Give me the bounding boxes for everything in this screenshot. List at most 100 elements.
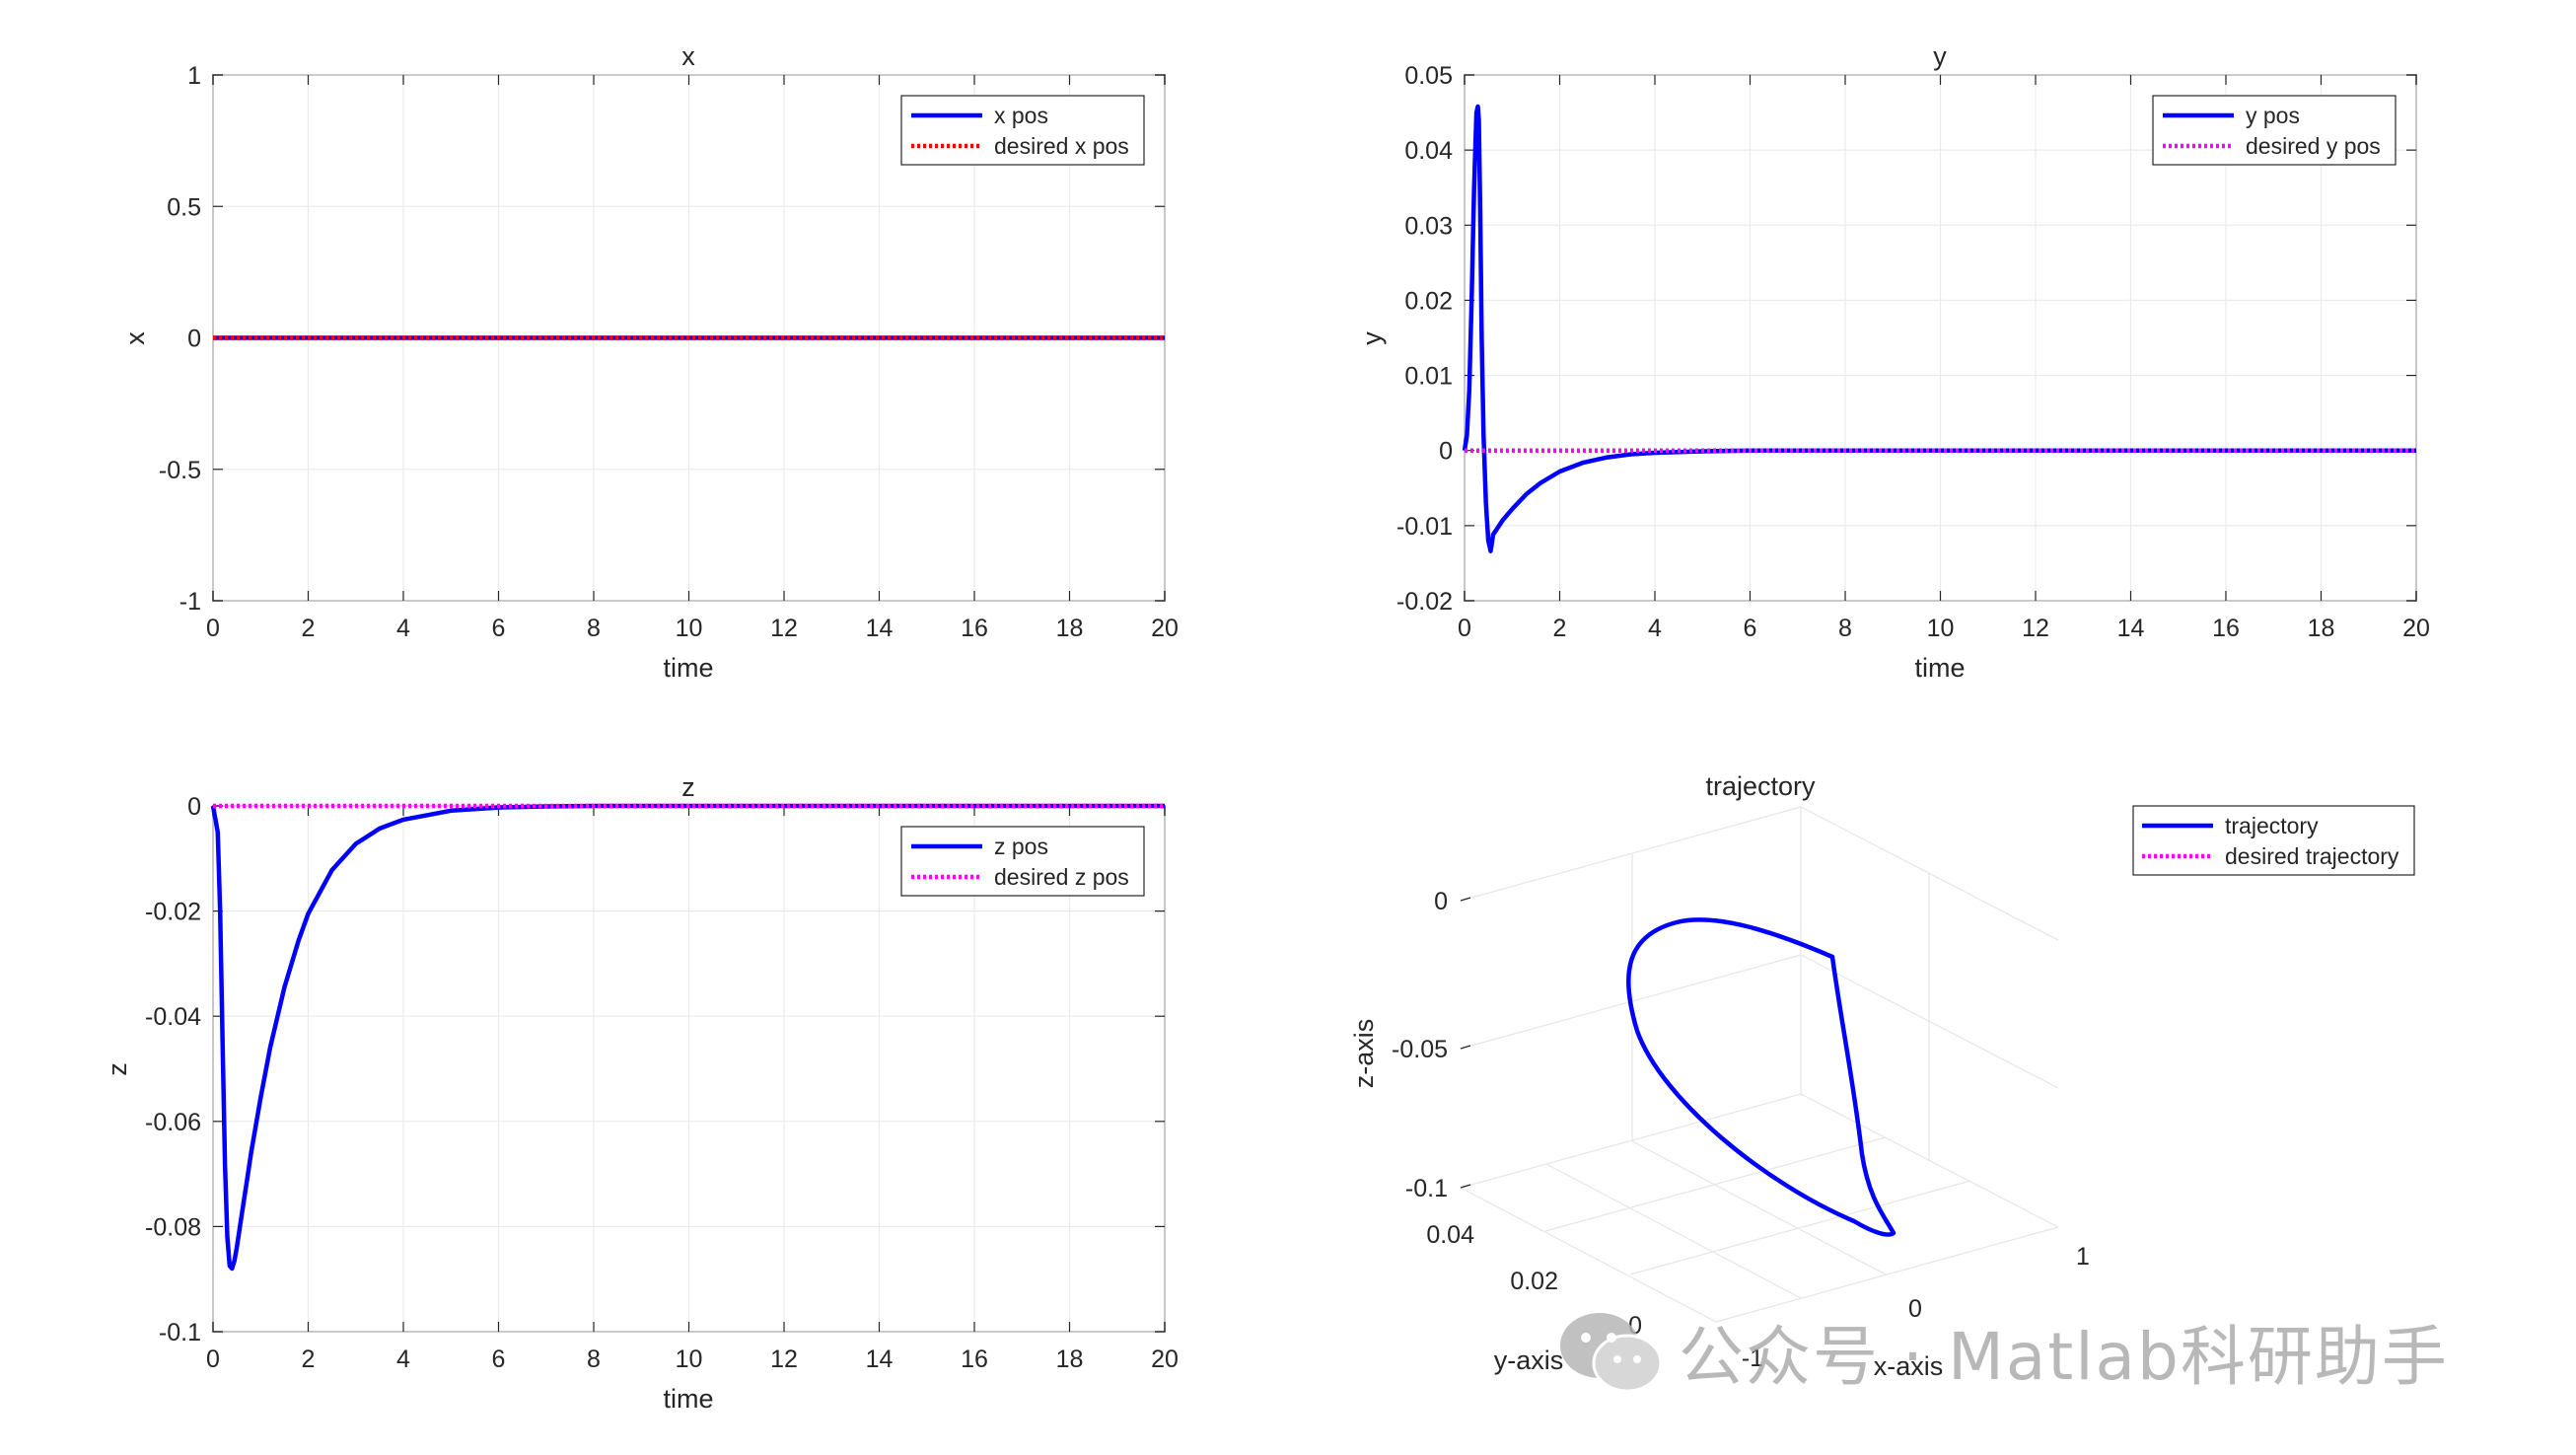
series-layer [210, 803, 1165, 1272]
wechat-icon [1560, 1313, 1663, 1393]
x-tick-label: 14 [866, 615, 894, 642]
z-tick-mark [1460, 1184, 1471, 1189]
legend-label-trajectory: trajectory [2225, 813, 2319, 838]
x-tick-label: 0 [206, 615, 220, 642]
y-tick-label: 0 [187, 793, 201, 821]
grid-line [1629, 1180, 1971, 1275]
y-tick-label: 0.05 [1404, 62, 1453, 90]
y-axis-label: y-axis [1494, 1346, 1564, 1375]
3d-axis-ticks [1460, 897, 1471, 1189]
y-tick-label: -0.06 [145, 1109, 201, 1136]
x-tick-labels: 0 2 4 6 8 10 12 14 16 18 20 [1458, 615, 2430, 642]
x-tick-label: 8 [587, 615, 601, 642]
3d-grid-back [1460, 806, 2059, 1323]
legend-label-desired-x-pos: desired x pos [994, 133, 1129, 159]
x-axis-label: time [1914, 653, 1965, 683]
subplot-y: 0 2 4 6 8 10 12 14 16 18 20 -0.02 -0.01 0 0.01 0.02 0.0… [1357, 41, 2430, 683]
subplot-x: 0 2 4 6 8 10 12 14 16 18 20 -1 -0.5 0 0.5 1 x time x x… [120, 41, 1179, 683]
x-tick-label: 1 [2076, 1243, 2090, 1271]
legend-label-z-pos: z pos [994, 834, 1048, 859]
z-tick-label: -0.1 [1405, 1175, 1448, 1202]
x-tick-label: 16 [961, 615, 988, 642]
subplot-trajectory: trajectory 0 -0.05 -0.1 0.04 0.02 0 -1 0… [1349, 771, 2415, 1381]
x-tick-label: 20 [2402, 615, 2430, 642]
chart-title: y [1933, 41, 1947, 71]
x-tick-label: 12 [2022, 615, 2049, 642]
legend-box [900, 826, 1145, 897]
legend-box [900, 95, 1145, 166]
x-tick-label: 12 [770, 615, 798, 642]
y-axis-label: x [120, 331, 150, 345]
z-tick-mark [1460, 897, 1471, 902]
y-tick-label: -0.01 [1396, 513, 1453, 541]
trajectory-line [1625, 917, 1896, 1237]
y-tick-label: 1 [187, 62, 201, 90]
x-tick-label: 18 [1056, 1346, 1084, 1373]
grid-line [1631, 1140, 1887, 1275]
x-tick-label: 6 [492, 615, 506, 642]
x-axis-label: x-axis [1874, 1351, 1944, 1381]
x-tick-label: 12 [770, 1346, 798, 1373]
x-tick-label: 18 [1056, 615, 1084, 642]
grid-line [1545, 1163, 1802, 1299]
x-tick-label: 2 [302, 615, 316, 642]
x-axis-label: time [663, 653, 713, 683]
legend[interactable]: x pos desired x pos [900, 95, 1145, 166]
z-tick-label: -0.05 [1392, 1036, 1448, 1063]
x-tick-labels: 0 2 4 6 8 10 12 14 16 18 20 [206, 615, 1179, 642]
y-tick-labels: -0.1 -0.08 -0.06 -0.04 -0.02 0 [145, 793, 201, 1346]
x-tick-label: 10 [676, 615, 703, 642]
z-tick-mark [1460, 1045, 1471, 1050]
y-tick-label: 0.02 [1510, 1268, 1558, 1295]
y-tick-label: -0.1 [159, 1319, 201, 1346]
y-tick-label: -0.02 [145, 899, 201, 926]
x-tick-label: 0 [1908, 1295, 1922, 1323]
y-tick-label: -0.02 [1396, 588, 1453, 616]
y-tick-label: 0.02 [1404, 287, 1453, 315]
legend-label-x-pos: x pos [994, 103, 1048, 128]
x-axis-label: time [663, 1384, 713, 1414]
chart-title: x [681, 41, 695, 71]
x-tick-labels: 0 2 4 6 8 10 12 14 16 18 20 [206, 1346, 1179, 1373]
legend[interactable]: y pos desired y pos [2152, 95, 2397, 166]
x-tick-label: 16 [961, 1346, 988, 1373]
x-tick-label: 2 [1553, 615, 1567, 642]
y-tick-labels: -0.02 -0.01 0 0.01 0.02 0.03 0.04 0.05 [1396, 62, 1453, 616]
legend-label-y-pos: y pos [2246, 103, 2300, 128]
grid-line [1460, 1187, 1717, 1323]
y-tick-label: -0.08 [145, 1213, 201, 1241]
subplot-z: 0 2 4 6 8 10 12 14 16 18 20 -0.1-0.08-0.06-0.04-0.… [103, 772, 1179, 1414]
legend-box [2132, 805, 2415, 876]
y-tick-label: 0.01 [1404, 363, 1453, 391]
y-tick-label: -0.04 [145, 1003, 201, 1031]
x-tick-label: 0 [1458, 615, 1471, 642]
y-tick-labels: -1 -0.5 0 0.5 1 [159, 62, 201, 616]
chart-title: trajectory [1705, 771, 1816, 801]
z-tick-label: 0 [1434, 888, 1448, 915]
y-tick-label: 0 [1439, 438, 1453, 466]
z-axis-label: z-axis [1349, 1019, 1379, 1089]
x-tick-label: 2 [302, 1346, 316, 1373]
x-tick-label: 0 [206, 1346, 220, 1373]
x-tick-label: 18 [2308, 615, 2335, 642]
grid-line [1800, 1093, 2059, 1228]
grid-line [1544, 1136, 1887, 1232]
y-axis-label: y [1357, 331, 1387, 345]
legend-label-desired-y-pos: desired y pos [2246, 133, 2381, 159]
x-tick-label: 16 [2212, 615, 2240, 642]
grid-line [1460, 806, 1802, 902]
grid-line [1460, 1093, 1802, 1189]
series-layer [1462, 104, 2416, 553]
legend-label-desired-z-pos: desired z pos [994, 864, 1129, 890]
x-tick-label: 14 [866, 1346, 894, 1373]
watermark-text: 公众号 · Matlab科研助手 [1679, 1319, 2449, 1395]
chart-title: z [681, 772, 695, 802]
legend[interactable]: trajectory desired trajectory [2132, 805, 2415, 876]
legend-label-desired-trajectory: desired trajectory [2225, 843, 2399, 869]
x-tick-label: 6 [492, 1346, 506, 1373]
legend[interactable]: z pos desired z pos [900, 826, 1145, 897]
series-line-z-pos [210, 803, 1165, 1272]
x-tick-label: 20 [1151, 1346, 1179, 1373]
y-tick-label: 0.04 [1426, 1221, 1474, 1249]
